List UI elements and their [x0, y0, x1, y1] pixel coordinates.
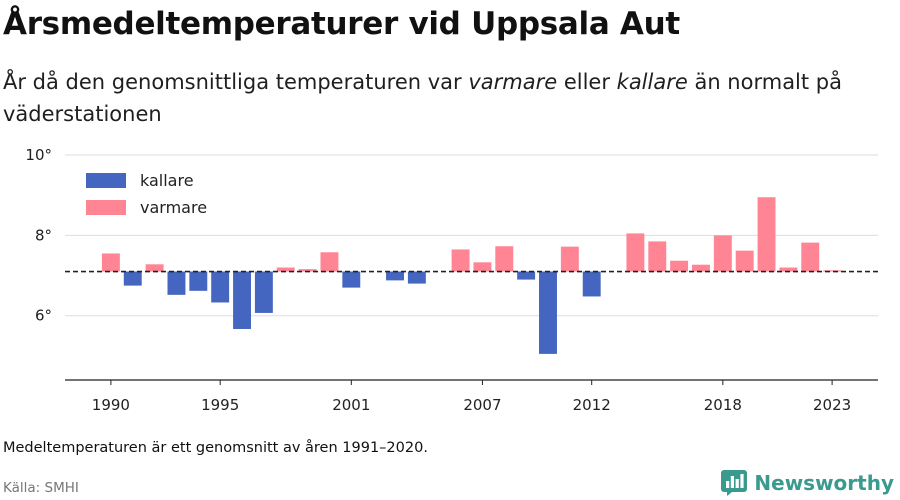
chart-title: Årsmedeltemperaturer vid Uppsala Aut	[3, 6, 680, 42]
bar-2011	[560, 246, 579, 272]
bar-2010	[539, 271, 557, 354]
x-tick-label: 1990	[92, 396, 130, 414]
legend-swatch-varmare	[86, 200, 126, 215]
chart-subtitle: År då den genomsnittliga temperaturen va…	[3, 66, 883, 130]
bar-2001	[342, 271, 361, 288]
bar-1999	[298, 269, 317, 272]
bar-2017	[692, 264, 710, 272]
bar-2006	[451, 249, 470, 272]
bar-1993	[167, 271, 186, 295]
bar-2020	[757, 197, 776, 272]
x-tick-label: 2001	[332, 396, 370, 414]
bar-2009	[517, 271, 536, 280]
subtitle-part-3: än normalt på väderstationen	[3, 70, 842, 126]
y-tick-label: 8°	[35, 226, 52, 244]
bar-1994	[189, 271, 208, 291]
bar-2007	[473, 262, 492, 272]
bar-2016	[670, 260, 689, 272]
brand-name: Newsworthy	[754, 471, 894, 495]
legend-label-kallare: kallare	[140, 171, 194, 190]
bar-2023	[823, 270, 842, 272]
bar-2014	[626, 233, 645, 272]
x-tick-label: 2018	[704, 396, 742, 414]
bar-1995	[211, 271, 230, 303]
bar-2018	[713, 235, 732, 272]
subtitle-part-1: År då den genomsnittliga temperaturen va…	[3, 70, 469, 94]
bar-2003	[386, 271, 404, 281]
subtitle-cold-word: kallare	[616, 70, 688, 94]
temperature-bar-chart: 6° 8° 10° 1990 1995 2001 2007 2012 2018 2023 kalla…	[25, 146, 878, 414]
bar-2015	[648, 241, 667, 272]
bar-2008	[495, 246, 514, 272]
x-tick-label: 2012	[573, 396, 611, 414]
bar-1991	[123, 271, 142, 286]
bar-1990	[101, 253, 120, 272]
source-credit: Källa: SMHI	[3, 480, 79, 496]
x-tick-label: 2023	[813, 396, 851, 414]
bar-2000	[320, 252, 339, 272]
y-tick-label: 6°	[35, 307, 52, 325]
legend-swatch-kallare	[86, 173, 126, 188]
bar-2022	[801, 242, 820, 272]
x-tick-label: 2007	[463, 396, 501, 414]
bar-chart-logo-icon	[721, 470, 748, 496]
y-tick-label: 10°	[25, 146, 52, 164]
subtitle-part-2: eller	[557, 70, 617, 94]
bar-2021	[779, 267, 798, 272]
brand: Newsworthy	[721, 470, 894, 496]
bar-2004	[407, 271, 426, 284]
bar-1997	[254, 271, 273, 313]
bar-2019	[735, 250, 754, 272]
bar-1996	[233, 271, 251, 329]
bar-2012	[582, 271, 601, 297]
legend-label-varmare: varmare	[140, 198, 207, 217]
footnote: Medeltemperaturen är ett genomsnitt av å…	[3, 440, 428, 456]
bar-1992	[145, 264, 164, 272]
subtitle-warm-word: varmare	[468, 70, 558, 94]
x-tick-label: 1995	[201, 396, 239, 414]
bar-1998	[276, 267, 295, 272]
